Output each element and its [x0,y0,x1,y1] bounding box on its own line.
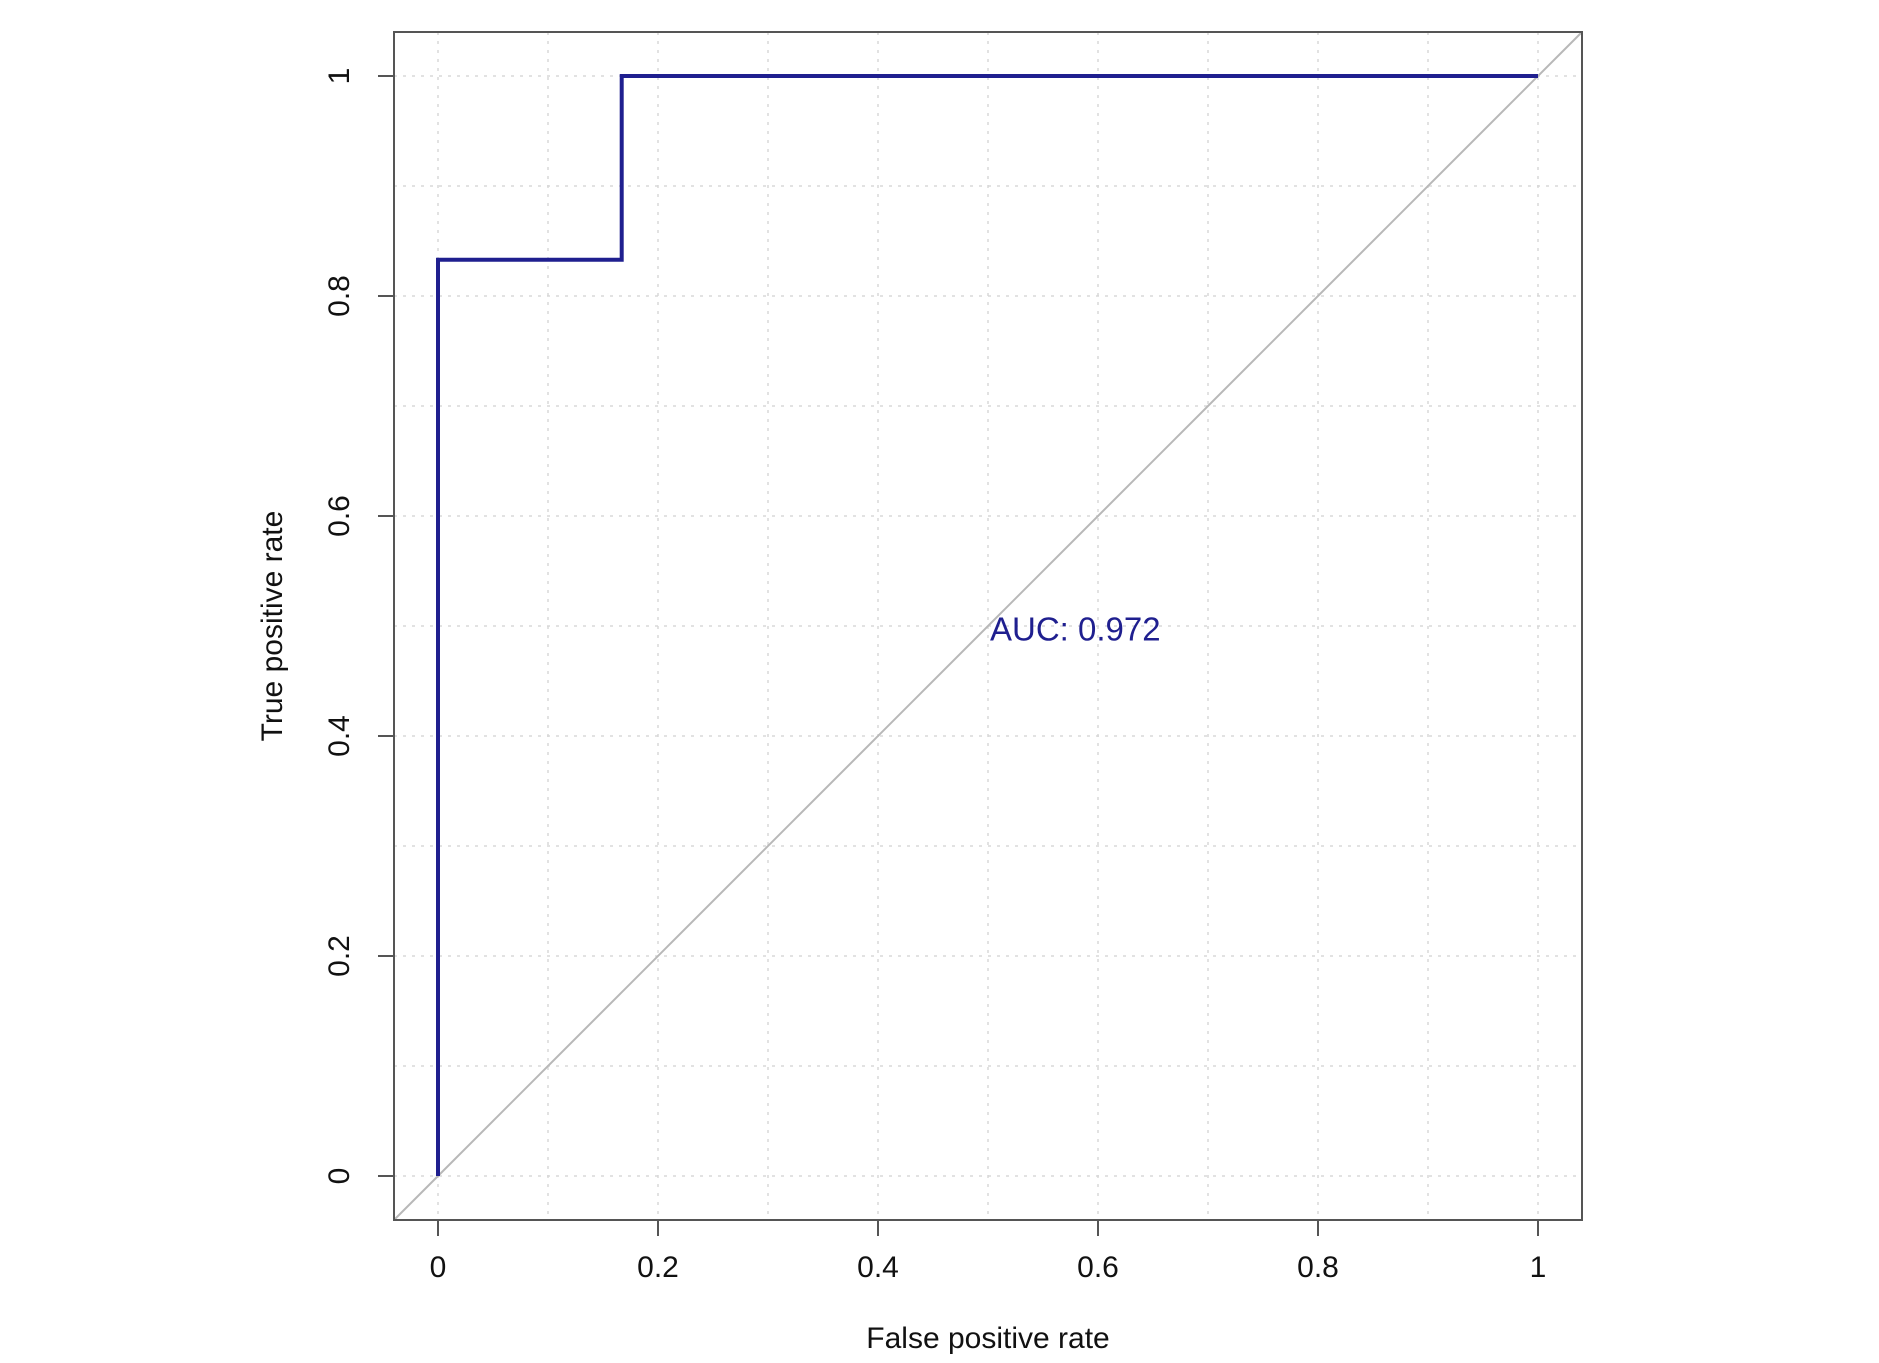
x-tick-label: 0.6 [1077,1251,1119,1284]
x-tick-label: 0 [430,1251,447,1284]
x-axis: 0 0.2 0.4 0.6 0.8 1 [430,1219,1547,1284]
y-tick-label: 1 [323,68,356,85]
y-tick-label: 0 [323,1168,356,1185]
y-tick-label: 0.4 [323,715,356,757]
x-tick-label: 0.8 [1297,1251,1339,1284]
x-tick-label: 1 [1530,1251,1547,1284]
auc-annotation: AUC: 0.972 [990,611,1161,648]
diagonal-reference-line [393,31,1583,1221]
y-axis: 0 0.2 0.4 0.6 0.8 1 [323,68,395,1185]
x-axis-label: False positive rate [866,1322,1109,1355]
x-tick-label: 0.4 [857,1251,899,1284]
y-axis-label: True positive rate [256,511,289,742]
y-tick-label: 0.8 [323,275,356,317]
y-tick-label: 0.6 [323,495,356,537]
roc-curve-line [436,74,1538,1176]
y-tick-label: 0.2 [323,935,356,977]
x-tick-label: 0.2 [637,1251,679,1284]
